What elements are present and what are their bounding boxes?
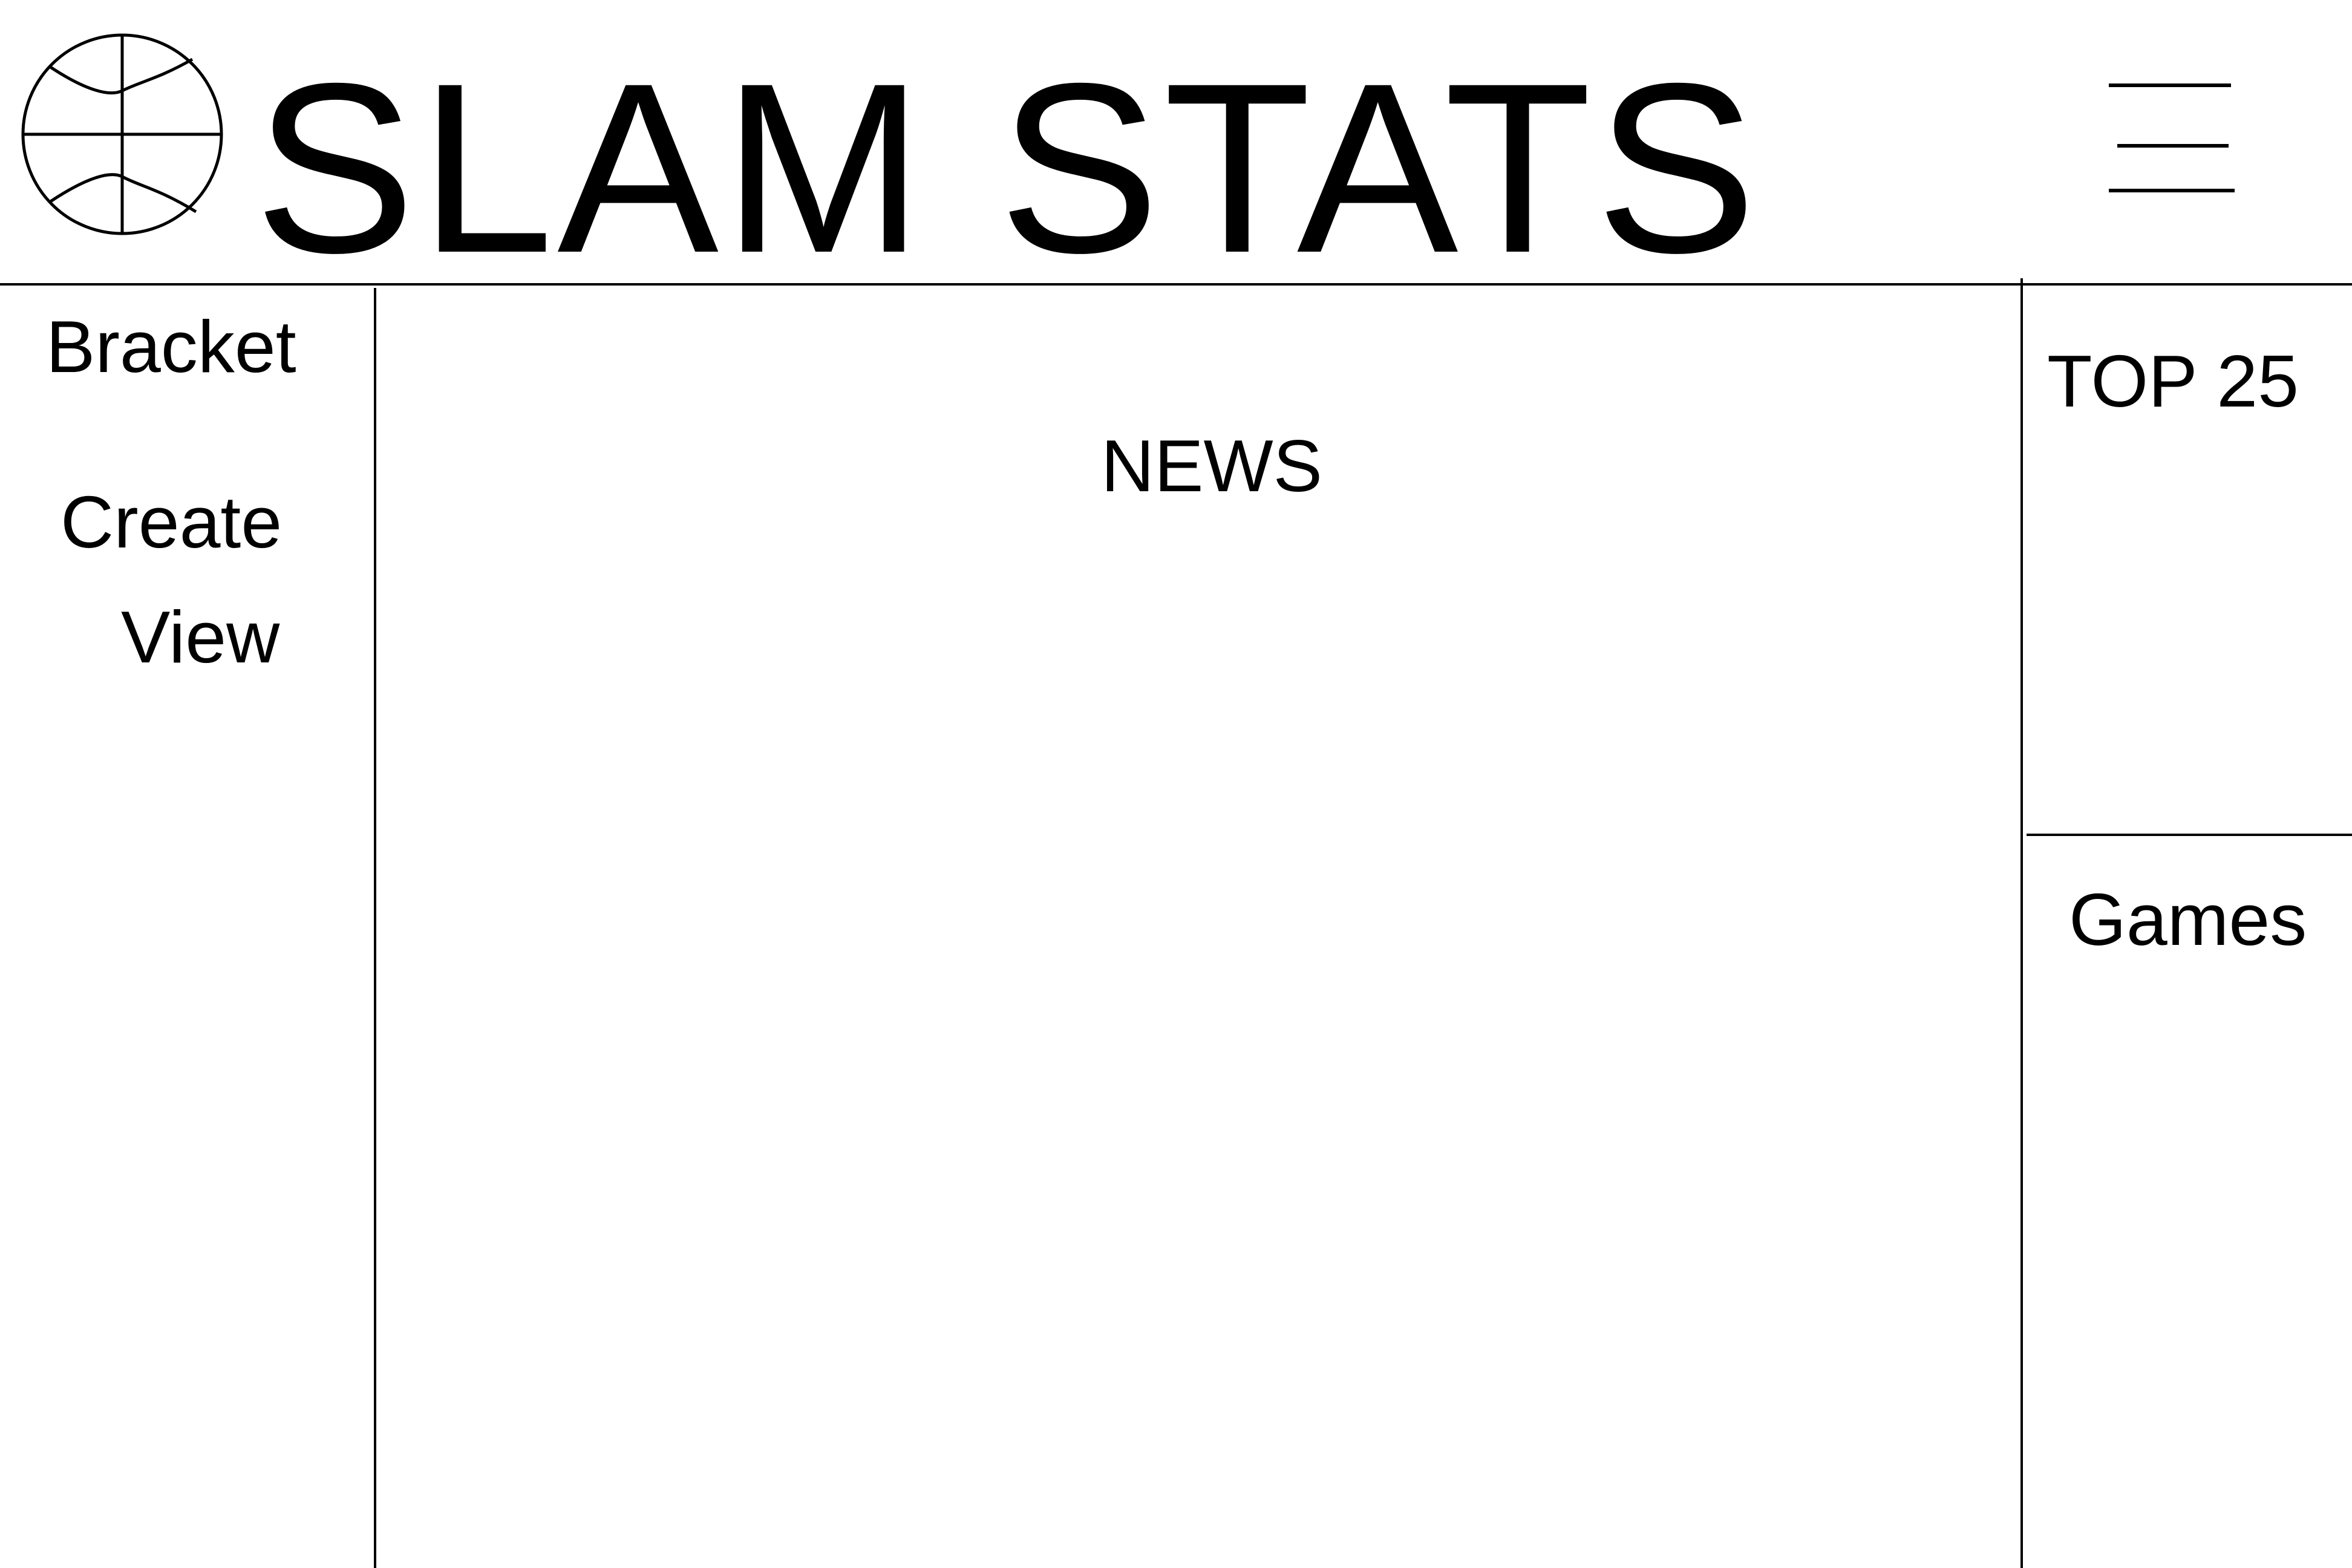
top25-heading[interactable]: TOP 25 xyxy=(2047,340,2299,422)
menu-line-bottom xyxy=(2109,189,2235,192)
sidebar-divider xyxy=(374,288,376,1568)
sidebar-item-view[interactable]: View xyxy=(121,596,280,678)
app-title: SLAM STATS xyxy=(254,33,1761,303)
hamburger-menu-button[interactable] xyxy=(2099,73,2281,206)
menu-line-middle xyxy=(2117,144,2229,148)
games-heading[interactable]: Games xyxy=(2069,878,2307,961)
sidebar-bracket-heading[interactable]: Bracket xyxy=(46,305,296,388)
basketball-logo-icon xyxy=(19,30,225,239)
right-panel-section-divider xyxy=(2027,834,2352,836)
news-heading: NEWS xyxy=(1101,425,1322,507)
sidebar-item-create[interactable]: Create xyxy=(60,481,283,563)
menu-line-top xyxy=(2109,83,2231,87)
header-divider xyxy=(0,283,2352,286)
right-panel-divider xyxy=(2020,278,2023,1568)
